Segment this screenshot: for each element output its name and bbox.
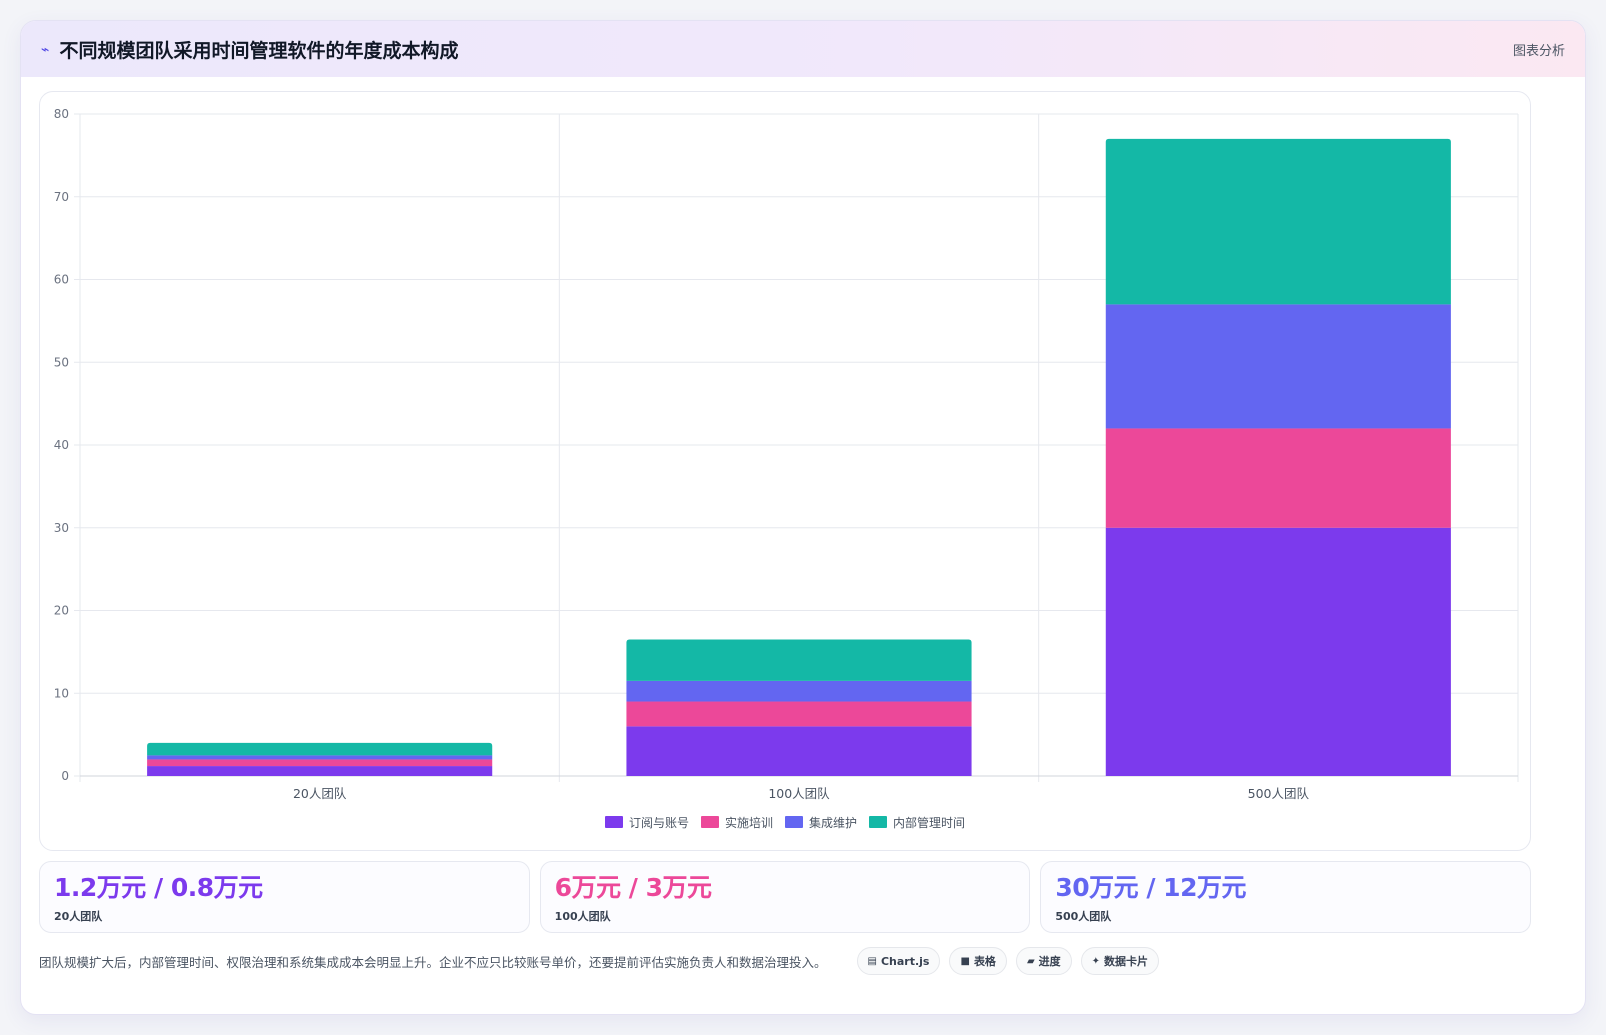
bar-segment	[626, 639, 972, 681]
legend-item[interactable]: 集成维护	[785, 814, 857, 831]
progress-icon: ▰	[1026, 955, 1035, 967]
legend-swatch	[700, 816, 719, 828]
bar-segment	[626, 680, 972, 702]
footnote: 团队规模扩大后，内部管理时间、权限治理和系统集成成本会明显上升。企业不应只比较账…	[39, 954, 827, 970]
card-header: ⌁ 不同规模团队采用时间管理软件的年度成本构成 图表分析	[21, 21, 1585, 77]
bar-segment	[1105, 428, 1451, 528]
bar-segment	[147, 742, 493, 756]
sparkle-icon: ✦	[1091, 955, 1101, 967]
chart-icon: ▤	[867, 955, 877, 967]
chart-analysis-tag[interactable]: 图表分析	[1512, 43, 1565, 59]
tag-chartjs[interactable]: ▤ Chart.js	[856, 947, 941, 975]
bar-segment	[626, 726, 972, 776]
legend-item[interactable]: 实施培训	[700, 814, 773, 831]
stat-label: 500人团队	[1055, 910, 1112, 923]
chart-card: ⌁ 不同规模团队采用时间管理软件的年度成本构成 图表分析 0 10 20 30 40 50…	[20, 20, 1586, 1015]
tag-label: 表格	[973, 955, 996, 968]
tag-label: 进度	[1038, 955, 1061, 968]
y-tick-label: 40	[54, 438, 69, 452]
x-tick-label: 100人团队	[768, 786, 830, 801]
legend-swatch	[785, 816, 803, 828]
x-tick-label: 500人团队	[1248, 786, 1310, 801]
y-tick-label: 60	[54, 273, 69, 287]
stats-row: 1.2万元 / 0.8万元 20人团队 6万元 / 3万元 100人团队 30万…	[39, 861, 1532, 933]
chart-container: 0 10 20 30 40 50 60 70 80 20人团队 100人团队 500人团队 订阅与账号…	[39, 91, 1531, 851]
tag-data-card[interactable]: ✦ 数据卡片	[1080, 947, 1160, 975]
y-tick-label: 70	[54, 190, 69, 204]
y-tick-label: 80	[54, 107, 69, 121]
tag-label: 数据卡片	[1104, 955, 1149, 968]
bar-segment	[147, 755, 493, 760]
stat-value: 30万元 / 12万元	[1055, 873, 1246, 902]
legend-label: 内部管理时间	[893, 815, 966, 830]
legend-item[interactable]: 订阅与账号	[604, 814, 689, 831]
x-tick-label: 20人团队	[293, 786, 347, 801]
table-icon: ■	[960, 955, 970, 967]
bar-segment	[1105, 138, 1451, 305]
stat-value: 1.2万元 / 0.8万元	[54, 873, 263, 902]
stat-label: 20人团队	[54, 910, 103, 923]
stat-value: 6万元 / 3万元	[554, 873, 712, 902]
legend-swatch	[869, 816, 888, 828]
chart-title: 不同规模团队采用时间管理软件的年度成本构成	[59, 39, 459, 62]
bar-segment	[1105, 304, 1451, 429]
bar-segment	[147, 759, 493, 767]
y-tick-label: 10	[54, 686, 69, 700]
stat-card-20: 1.2万元 / 0.8万元 20人团队	[39, 861, 530, 933]
legend-label: 实施培训	[724, 815, 773, 830]
footer: 团队规模扩大后，内部管理时间、权限治理和系统集成成本会明显上升。企业不应只比较账…	[39, 945, 1531, 977]
bar-segment	[1105, 527, 1451, 776]
tag-list: ▤ Chart.js ■ 表格 ▰ 进度 ✦ 数据卡片	[856, 947, 1160, 975]
line-chart-icon: ⌁	[41, 42, 50, 58]
legend-label: 订阅与账号	[628, 815, 689, 830]
bar-segment	[147, 766, 493, 776]
y-tick-label: 0	[61, 769, 69, 783]
stat-card-500: 30万元 / 12万元 500人团队	[1040, 861, 1532, 933]
legend-swatch	[604, 816, 623, 828]
stacked-bar-chart: 0 10 20 30 40 50 60 70 80 20人团队 100人团队 500人团队	[54, 107, 1519, 801]
chart-legend: 订阅与账号 实施培训 集成维护 内部管理时间	[40, 812, 1530, 832]
stat-label: 100人团队	[554, 910, 611, 923]
y-tick-label: 30	[54, 521, 69, 535]
stat-card-100: 6万元 / 3万元 100人团队	[539, 861, 1031, 933]
tag-label: Chart.js	[880, 954, 930, 968]
legend-item[interactable]: 内部管理时间	[869, 814, 965, 831]
legend-label: 集成维护	[809, 815, 858, 830]
y-tick-label: 50	[54, 355, 69, 369]
bar-segment	[626, 701, 972, 727]
tag-progress[interactable]: ▰ 进度	[1015, 947, 1072, 975]
tag-table[interactable]: ■ 表格	[949, 947, 1007, 975]
y-tick-label: 20	[54, 604, 69, 618]
